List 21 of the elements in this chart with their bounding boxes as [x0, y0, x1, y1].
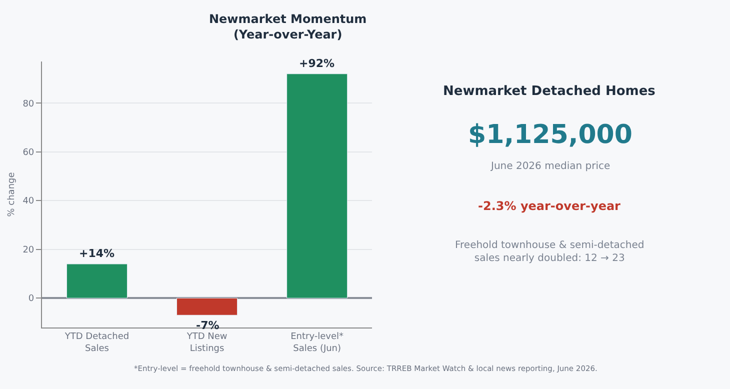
x-tick-label: Entry-level* Sales (Jun): [290, 332, 344, 354]
y-tick-label: 20: [22, 245, 34, 256]
text: -2.3% year-over-year: [478, 199, 621, 213]
y-tick-label: 0: [28, 294, 34, 304]
text: Newmarket Detached Homes: [443, 84, 656, 99]
x-tick-label: YTD New Listings: [186, 332, 228, 354]
chart-title: Newmarket Momentum (Year-over-Year): [209, 12, 367, 42]
text: June 2026 median price: [490, 161, 610, 172]
bar: [66, 264, 128, 298]
x-tick-label: YTD Detached Sales: [64, 332, 130, 354]
text: Freehold townhouse & semi-detached sales nearly doubled: 12 → 23: [455, 240, 644, 264]
data-label: -7%: [196, 319, 220, 332]
bar: [176, 298, 238, 316]
text: $1,125,000: [468, 120, 632, 150]
bar: [286, 74, 348, 298]
y-tick-label: 40: [22, 196, 34, 207]
data-label: +14%: [79, 247, 115, 260]
data-label: +92%: [299, 57, 335, 70]
y-axis-title: % change: [7, 172, 18, 217]
y-tick-label: 60: [22, 148, 34, 158]
y-tick-label: 80: [22, 99, 34, 110]
